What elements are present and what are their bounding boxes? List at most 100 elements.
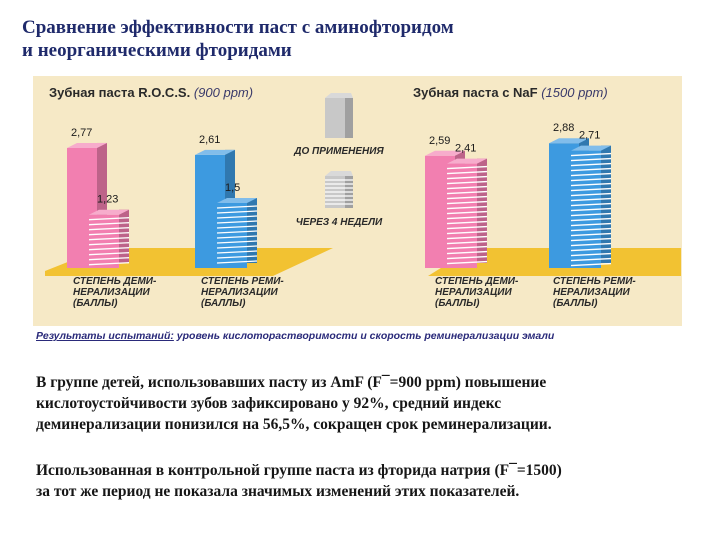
paragraph-amf: В группе детей, использовавших пасту из … bbox=[36, 372, 686, 435]
category-label-3-line-1: СТЕПЕНЬ ДЕМИ- bbox=[435, 276, 519, 287]
paragraph-amf-line-3: деминерализации понизился на 56,5%, сокр… bbox=[36, 416, 552, 433]
bar-g2-c1-after-side bbox=[477, 158, 487, 263]
category-label-3-line-3: (БАЛЛЫ) bbox=[435, 298, 480, 309]
bar-g2-c1-after-stripe bbox=[446, 185, 488, 190]
bar-g2-c1-after-stripe bbox=[446, 225, 488, 230]
bar-g1-c1-after-stripe bbox=[88, 237, 130, 241]
bar-g2-c2-after-stripe bbox=[570, 237, 612, 242]
bar-g1-c1-after-stripe bbox=[88, 222, 130, 226]
bar-g1-c2-after-stripe bbox=[216, 225, 258, 229]
paragraph-amf-line-1: В группе детей, использовавших пасту из … bbox=[36, 374, 547, 391]
paragraph-naf-line-2: за тот же период не показала значимых из… bbox=[36, 483, 520, 500]
bar-g2-c2-after-top bbox=[571, 145, 611, 151]
bar-g1-c1-after-stripe bbox=[88, 262, 130, 266]
category-label-2-line-2: НЕРАЛИЗАЦИИ bbox=[201, 287, 278, 298]
bar-g1-c2-before-top bbox=[195, 149, 235, 155]
bar-g2-c2-before-top bbox=[549, 138, 589, 144]
bar-g2-c2-after-stripe bbox=[570, 182, 612, 187]
bar-g2-c2-after-stripe bbox=[570, 247, 612, 252]
page-title: Cравнение эффективности паст с аминофтор… bbox=[22, 16, 702, 62]
bar-g1-c2-after-stripe bbox=[216, 235, 258, 239]
bar-g2-c1-after-stripe bbox=[446, 190, 488, 195]
bar-g2-c1-after-stripe bbox=[446, 210, 488, 215]
bar-g2-c1-after-stripe bbox=[446, 255, 488, 260]
title-line-2: и неорганическими фторидами bbox=[22, 40, 292, 61]
chart-svg: Зубная паста R.O.C.S. (900 ppm) Зубная па… bbox=[45, 85, 681, 309]
bar-g1-c2-after-stripe bbox=[216, 210, 258, 214]
bar-g1-c2-after-top bbox=[217, 198, 257, 203]
bar-g2-c2-after-stripe bbox=[570, 257, 612, 262]
title-line-1: Cравнение эффективности паст с аминофтор… bbox=[22, 17, 454, 38]
bar-g2-c1-after-stripe bbox=[446, 195, 488, 200]
group-title-1: Зубная паста R.O.C.S. (900 ppm) bbox=[49, 85, 253, 100]
bar-g1-c2-after-stripe bbox=[216, 260, 258, 264]
group-title-main-1: Зубная паста R.O.C.S. bbox=[49, 85, 194, 100]
bar-g2-c2-after-stripe bbox=[570, 167, 612, 172]
bar-g1-c1-after-stripe bbox=[88, 242, 130, 246]
caption-label: Результаты испытаний: bbox=[36, 330, 174, 342]
bar-g2-c1-after-stripe bbox=[446, 215, 488, 220]
bar-g2-c1-after-stripe bbox=[446, 235, 488, 240]
bar-g2-c1-after-stripe bbox=[446, 250, 488, 255]
legend-label-after: ЧЕРЕЗ 4 НЕДЕЛИ bbox=[296, 217, 383, 228]
bar-g1-c1-before-side bbox=[97, 142, 107, 263]
bar-g2-c1-after-stripe bbox=[446, 260, 488, 265]
bar-g2-c2-after-stripe bbox=[570, 212, 612, 217]
bar-g2-c2-after-stripe bbox=[570, 187, 612, 192]
bar-g2-c2-after-stripe bbox=[570, 192, 612, 197]
category-label-1-line-3: (БАЛЛЫ) bbox=[73, 298, 118, 309]
category-label-1-line-2: НЕРАЛИЗАЦИИ bbox=[73, 287, 150, 298]
category-label-4-line-1: СТЕПЕНЬ РЕМИ- bbox=[553, 276, 636, 287]
bar-g2-c1-after-top bbox=[447, 158, 487, 164]
bar-g2-c1-after-stripe bbox=[446, 175, 488, 180]
bar-g1-c1-after-stripe bbox=[88, 252, 130, 256]
bar-g2-c1-after-stripe bbox=[446, 200, 488, 205]
bar-g1-c2-after-stripe bbox=[216, 240, 258, 244]
group-title-note-1: (900 ppm) bbox=[194, 85, 253, 100]
value-label-g1-c1-before: 2,77 bbox=[71, 127, 92, 139]
bar-g2-c2-after-stripe bbox=[570, 222, 612, 227]
bar-g2-c2-after-stripe bbox=[570, 252, 612, 257]
bar-g2-c2-after-stripe bbox=[570, 162, 612, 167]
legend-swatch-before-side bbox=[345, 98, 353, 138]
bar-g2-c2-after-stripe bbox=[570, 262, 612, 267]
value-label-g2-c1-after: 2,41 bbox=[455, 143, 476, 155]
bar-g2-c1-after bbox=[447, 163, 477, 268]
legend-label-before: ДО ПРИМЕНЕНИЯ bbox=[293, 146, 384, 157]
category-label-1-line-1: СТЕПЕНЬ ДЕМИ- bbox=[73, 276, 157, 287]
paragraph-naf: Использованная в контрольной группе паст… bbox=[36, 460, 686, 502]
bar-g1-c1-after-stripe bbox=[88, 217, 130, 221]
bar-g1-c2-after-stripe bbox=[216, 205, 258, 209]
paragraph-amf-line-2: кислотоустойчивости зубов зафиксировано … bbox=[36, 395, 502, 412]
category-label-4-line-3: (БАЛЛЫ) bbox=[553, 298, 598, 309]
category-label-4-line-2: НЕРАЛИЗАЦИИ bbox=[553, 287, 630, 298]
legend-swatch-after-top bbox=[325, 171, 353, 176]
bar-g2-c1-after-stripe bbox=[446, 170, 488, 175]
bar-g2-c1-after-stripe bbox=[446, 230, 488, 235]
bar-g1-c2-after-stripe bbox=[216, 250, 258, 254]
bar-g1-c2-after-stripe bbox=[216, 220, 258, 224]
bar-g1-c2-after-side bbox=[247, 198, 257, 263]
bar-g2-c1-after-stripe bbox=[446, 205, 488, 210]
bar-g1-c2-after-stripe bbox=[216, 255, 258, 259]
bar-g2-c1-after-stripe bbox=[446, 245, 488, 250]
chart-caption: Результаты испытаний: уровень кислоторас… bbox=[36, 330, 676, 342]
bar-g2-c1-after-stripe bbox=[446, 240, 488, 245]
value-label-g2-c2-before: 2,88 bbox=[553, 122, 574, 134]
bar-g1-c2-after-stripe bbox=[216, 215, 258, 219]
value-label-g2-c2-after: 2,71 bbox=[579, 130, 600, 142]
bar-g2-c2-after-stripe bbox=[570, 152, 612, 157]
value-label-g1-c2-after: 1,5 bbox=[225, 182, 240, 194]
value-label-g1-c1-after: 1,23 bbox=[97, 194, 118, 206]
category-label-3-line-2: НЕРАЛИЗАЦИИ bbox=[435, 287, 512, 298]
bar-g2-c1-after-stripe bbox=[446, 165, 488, 170]
bar-g2-c2-after-stripe bbox=[570, 172, 612, 177]
caption-text: уровень кислоторастворимости и скорость … bbox=[173, 330, 555, 342]
category-label-2-line-3: (БАЛЛЫ) bbox=[201, 298, 246, 309]
bar-g1-c1-after-side bbox=[119, 209, 129, 263]
category-label-2-line-1: СТЕПЕНЬ РЕМИ- bbox=[201, 276, 284, 287]
bar-g2-c1-after-stripe bbox=[446, 220, 488, 225]
bar-g2-c2-after-stripe bbox=[570, 177, 612, 182]
bar-g1-c2-after-stripe bbox=[216, 230, 258, 234]
bar-g2-c2-after-stripe bbox=[570, 232, 612, 237]
